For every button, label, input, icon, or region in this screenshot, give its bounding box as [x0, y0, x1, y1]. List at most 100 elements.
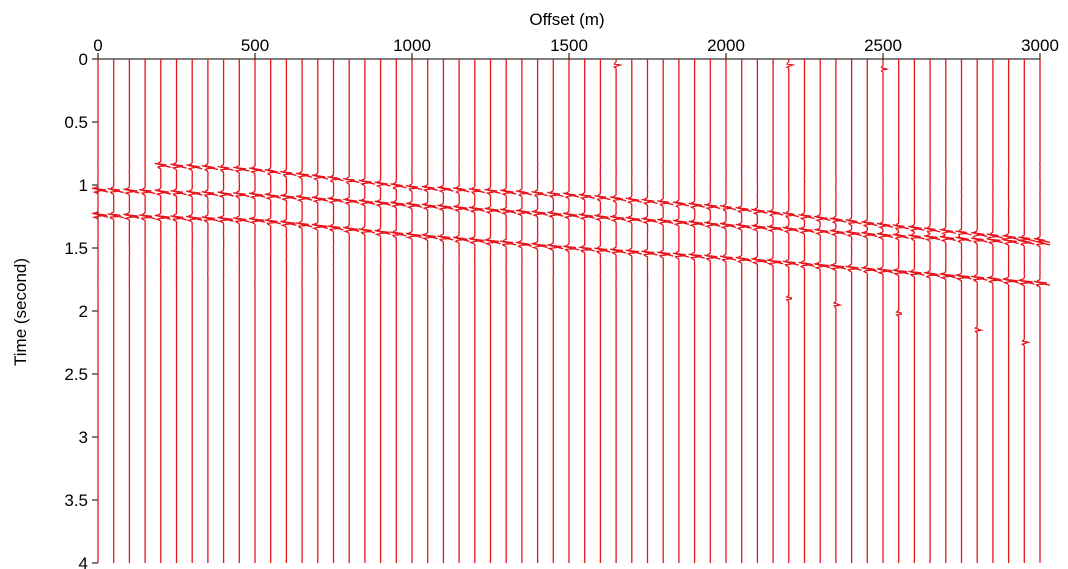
event-wavelet-mark — [186, 164, 203, 170]
event-wavelet-mark — [923, 227, 941, 233]
event-wavelet-mark — [971, 275, 988, 281]
event-wavelet-mark — [264, 168, 281, 175]
event-wavelet-mark — [1033, 240, 1051, 246]
event-wavelet-mark — [594, 247, 611, 253]
event-wavelet-mark — [782, 212, 799, 218]
event-wavelet-mark — [170, 215, 187, 221]
event-wavelet-mark — [923, 271, 941, 278]
event-wavelet-mark — [1033, 280, 1051, 286]
seismic-trace — [594, 59, 609, 563]
seismic-trace — [673, 59, 688, 563]
event-wavelet-mark — [170, 189, 187, 196]
event-wavelet-mark — [500, 208, 517, 214]
seismic-trace — [437, 59, 452, 563]
seismic-trace — [311, 59, 327, 563]
event-wavelet-mark — [217, 165, 234, 172]
seismic-trace — [171, 59, 184, 563]
event-wavelet-mark — [845, 230, 862, 237]
event-wavelet-mark — [955, 230, 972, 236]
event-wavelet-mark — [280, 194, 297, 200]
event-wavelet-mark — [908, 225, 925, 232]
seismic-trace — [280, 59, 296, 563]
event-wavelet-mark — [672, 252, 690, 258]
seismic-trace — [1035, 59, 1048, 563]
event-wavelet-mark — [248, 167, 266, 173]
event-wavelet-mark — [641, 250, 658, 256]
y-tick-label: 3 — [79, 428, 88, 447]
event-wavelet-mark — [829, 229, 847, 236]
event-wavelet-mark — [892, 224, 909, 230]
event-wavelet-mark — [531, 210, 548, 216]
event-wavelet-mark — [468, 237, 485, 244]
event-wavelet-mark — [657, 251, 674, 257]
event-wavelet-mark — [594, 194, 611, 201]
event-wavelet-mark — [986, 233, 1004, 239]
seismic-trace — [531, 59, 547, 563]
event-wavelet-mark — [609, 248, 627, 254]
event-wavelet-mark — [688, 202, 705, 208]
seismic-trace — [327, 59, 342, 563]
seismic-trace — [233, 59, 247, 563]
event-wavelet-mark — [641, 217, 658, 223]
event-wavelet-mark — [751, 257, 768, 264]
seismic-trace — [704, 59, 719, 563]
seismic-trace — [154, 59, 170, 563]
event-wavelet-mark — [971, 231, 988, 238]
seismic-trace — [657, 59, 672, 563]
event-wavelet-mark — [609, 196, 627, 202]
seismic-trace — [578, 59, 593, 563]
seismic-trace — [688, 59, 703, 563]
x-tick-label: 2500 — [864, 36, 902, 55]
event-wavelet-mark — [452, 236, 470, 242]
seismic-trace — [783, 59, 798, 563]
event-wavelet-mark — [876, 222, 894, 228]
event-wavelet-mark — [908, 234, 925, 240]
event-wavelet-mark — [688, 253, 705, 259]
x-tick-label: 2000 — [707, 36, 745, 55]
y-tick-label: 0.5 — [64, 113, 88, 132]
event-wavelet-mark — [515, 241, 533, 247]
seismic-trace — [563, 59, 578, 563]
event-wavelet-mark — [500, 189, 517, 195]
event-wavelet-mark — [562, 245, 580, 251]
event-wavelet-mark — [343, 226, 360, 233]
event-wavelet-mark — [123, 213, 140, 219]
event-wavelet-mark — [405, 232, 423, 239]
event-wavelet-mark — [295, 172, 313, 178]
seismic-trace — [829, 59, 845, 563]
event-wavelet-mark — [217, 191, 234, 197]
seismic-trace — [766, 59, 782, 563]
event-wavelet-mark — [1002, 278, 1019, 284]
seismic-trace — [735, 59, 751, 563]
y-tick-label: 1.5 — [64, 239, 88, 258]
event-wavelet-mark — [876, 268, 894, 274]
event-wavelet-mark — [1002, 234, 1019, 241]
seismic-trace — [876, 59, 893, 563]
event-wavelet-mark — [405, 202, 423, 208]
event-wavelet-mark — [452, 205, 470, 211]
seismic-trace — [547, 59, 562, 563]
event-wavelet-mark — [468, 187, 485, 194]
y-tick-label: 2 — [79, 302, 88, 321]
event-wavelet-mark — [437, 235, 454, 241]
seismic-trace — [955, 59, 971, 563]
seismic-trace — [140, 59, 153, 563]
event-wavelet-mark — [1018, 239, 1035, 245]
event-wavelet-mark — [547, 211, 564, 217]
event-wavelet-mark — [986, 238, 1004, 244]
event-wavelet-mark — [735, 206, 752, 213]
y-tick-label: 2.5 — [64, 365, 88, 384]
y-tick-label: 4 — [79, 554, 88, 569]
event-wavelet-mark — [154, 189, 171, 195]
event-wavelet-mark — [343, 177, 360, 184]
event-wavelet-mark — [421, 203, 438, 209]
event-wavelet-mark — [892, 269, 909, 275]
seismic-trace — [452, 59, 468, 563]
seismic-trace — [390, 59, 405, 563]
event-wavelet-mark — [201, 190, 219, 197]
event-wavelet-mark — [704, 254, 721, 260]
event-wavelet-mark — [719, 255, 737, 261]
event-wavelet-mark — [233, 217, 250, 223]
event-wavelet-mark — [437, 204, 454, 210]
